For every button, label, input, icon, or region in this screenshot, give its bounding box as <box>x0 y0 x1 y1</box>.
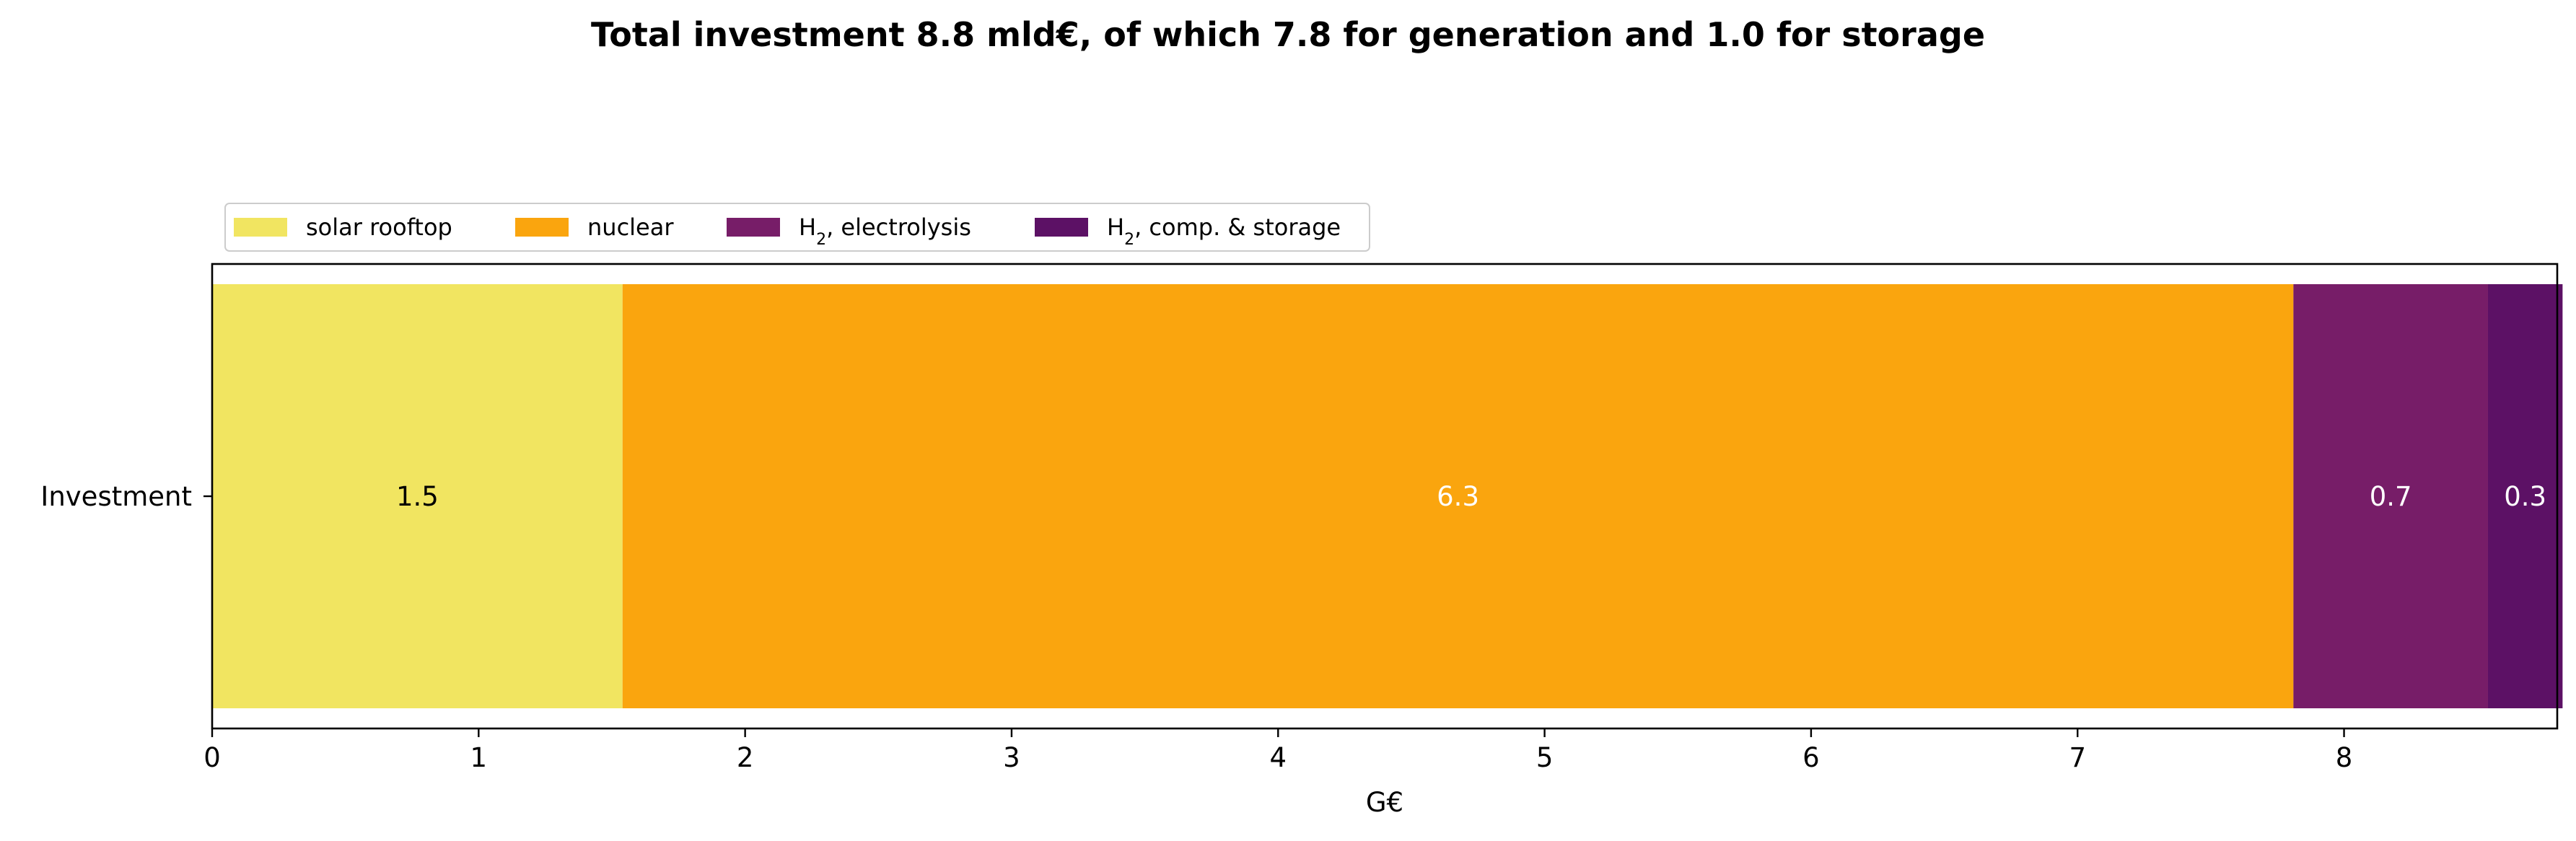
legend-swatch-nuclear <box>515 218 569 237</box>
legend-swatch-h2-electrolysis <box>727 218 780 237</box>
x-axis-label: G€ <box>1366 787 1403 818</box>
x-axis-ticks: 0 1 2 3 4 5 6 7 8 <box>203 728 2352 773</box>
x-tick-label: 8 <box>2336 742 2353 773</box>
legend-swatch-solar-rooftop <box>234 218 287 237</box>
chart-title: Total investment 8.8 mld€, of which 7.8 … <box>591 15 1985 54</box>
bar-value-label-solar-rooftop: 1.5 <box>396 481 439 512</box>
bar-value-label-h2-comp-storage: 0.3 <box>2504 481 2546 512</box>
x-tick-label: 3 <box>1003 742 1020 773</box>
bar-solar-rooftop <box>212 284 623 708</box>
y-axis-ticks: Investment <box>40 481 212 512</box>
bar-nuclear <box>622 284 2294 708</box>
legend-swatch-h2-comp-storage <box>1035 218 1088 237</box>
y-category-label: Investment <box>40 481 192 512</box>
legend-label-nuclear: nuclear <box>587 213 674 241</box>
x-tick-label: 7 <box>2069 742 2086 773</box>
bar-value-labels: 1.5 6.3 0.7 0.3 <box>396 481 2546 512</box>
bar-h2-electrolysis <box>2293 284 2488 708</box>
legend: solar rooftop nuclear H2, electrolysis H2, … <box>224 203 1370 252</box>
bar-h2-comp-storage <box>2487 284 2563 708</box>
bar-value-label-nuclear: 6.3 <box>1437 481 1479 512</box>
x-tick-label: 0 <box>203 742 221 773</box>
x-tick-label: 6 <box>1802 742 1820 773</box>
x-tick-label: 1 <box>470 742 488 773</box>
bar-value-label-h2-electrolysis: 0.7 <box>2370 481 2412 512</box>
x-tick-label: 2 <box>737 742 754 773</box>
x-tick-label: 5 <box>1536 742 1554 773</box>
legend-label-h2-electrolysis: H2, electrolysis <box>799 213 971 249</box>
legend-label-solar-rooftop: solar rooftop <box>306 213 452 241</box>
legend-frame <box>224 203 1370 252</box>
bar-stack <box>212 284 2563 708</box>
x-tick-label: 4 <box>1269 742 1287 773</box>
legend-label-h2-comp-storage: H2, comp. & storage <box>1107 213 1341 249</box>
